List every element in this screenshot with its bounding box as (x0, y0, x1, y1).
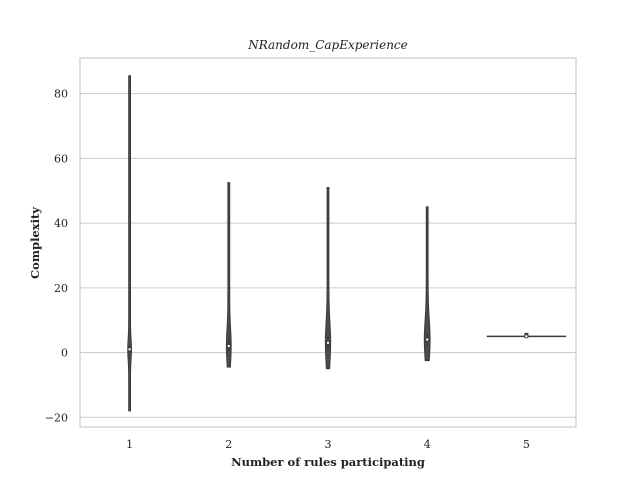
violin-1 (127, 75, 132, 412)
y-tick-label: 40 (54, 217, 68, 230)
y-tick-label: 60 (54, 152, 68, 165)
chart-title: NRandom_CapExperience (247, 38, 408, 52)
x-tick-label: 3 (325, 438, 332, 451)
violin-median (127, 347, 132, 352)
violin-median (425, 337, 430, 342)
violin-median (524, 334, 529, 339)
y-tick-label: 80 (54, 88, 68, 101)
violin-median (325, 340, 330, 345)
violin-median (226, 344, 231, 349)
x-tick-label: 4 (424, 438, 431, 451)
violin-body (423, 206, 431, 362)
violins (127, 75, 567, 412)
y-tick-label: 0 (61, 347, 68, 360)
plot-frame (79, 57, 577, 428)
y-axis-label: Complexity (28, 207, 42, 279)
violin-5 (486, 332, 567, 339)
x-tick-label: 1 (126, 438, 133, 451)
y-tick-label: 20 (54, 282, 68, 295)
y-tick-label: −20 (45, 411, 68, 424)
violin-2 (225, 182, 232, 368)
x-axis-label: Number of rules participating (231, 455, 425, 469)
violin-4 (423, 206, 431, 362)
violin-body (225, 182, 232, 368)
y-tick-labels: −20 0 20 40 60 80 (45, 88, 68, 425)
violin-3 (324, 186, 332, 370)
x-tick-labels: 1 2 3 4 5 (126, 438, 530, 451)
x-tick-label: 2 (225, 438, 232, 451)
x-tick-label: 5 (523, 438, 530, 451)
violin-body (127, 75, 132, 412)
violin-body (324, 186, 332, 370)
